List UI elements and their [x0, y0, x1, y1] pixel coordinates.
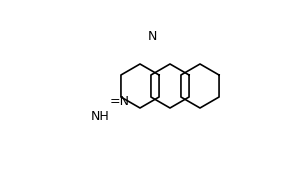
Text: =N: =N — [110, 95, 130, 108]
Text: N: N — [147, 29, 157, 43]
Text: NH: NH — [91, 109, 109, 122]
